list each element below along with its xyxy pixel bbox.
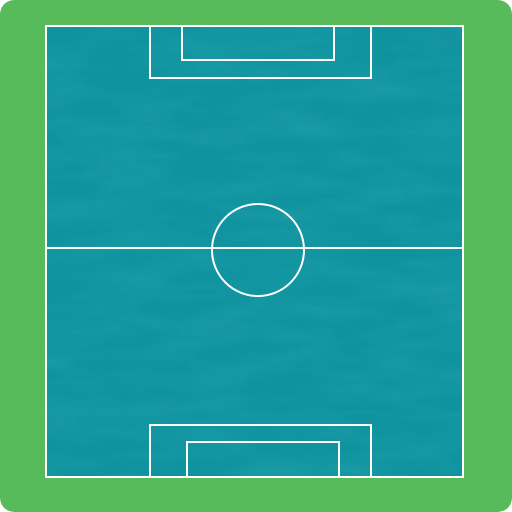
bottom-penalty-box <box>149 424 372 478</box>
top-goal-box <box>181 25 335 61</box>
top-penalty-box <box>149 25 372 79</box>
bottom-goal-box <box>186 441 340 478</box>
center-circle <box>211 203 305 297</box>
surface-texture <box>46 26 463 477</box>
touchline-boundary <box>45 25 464 478</box>
